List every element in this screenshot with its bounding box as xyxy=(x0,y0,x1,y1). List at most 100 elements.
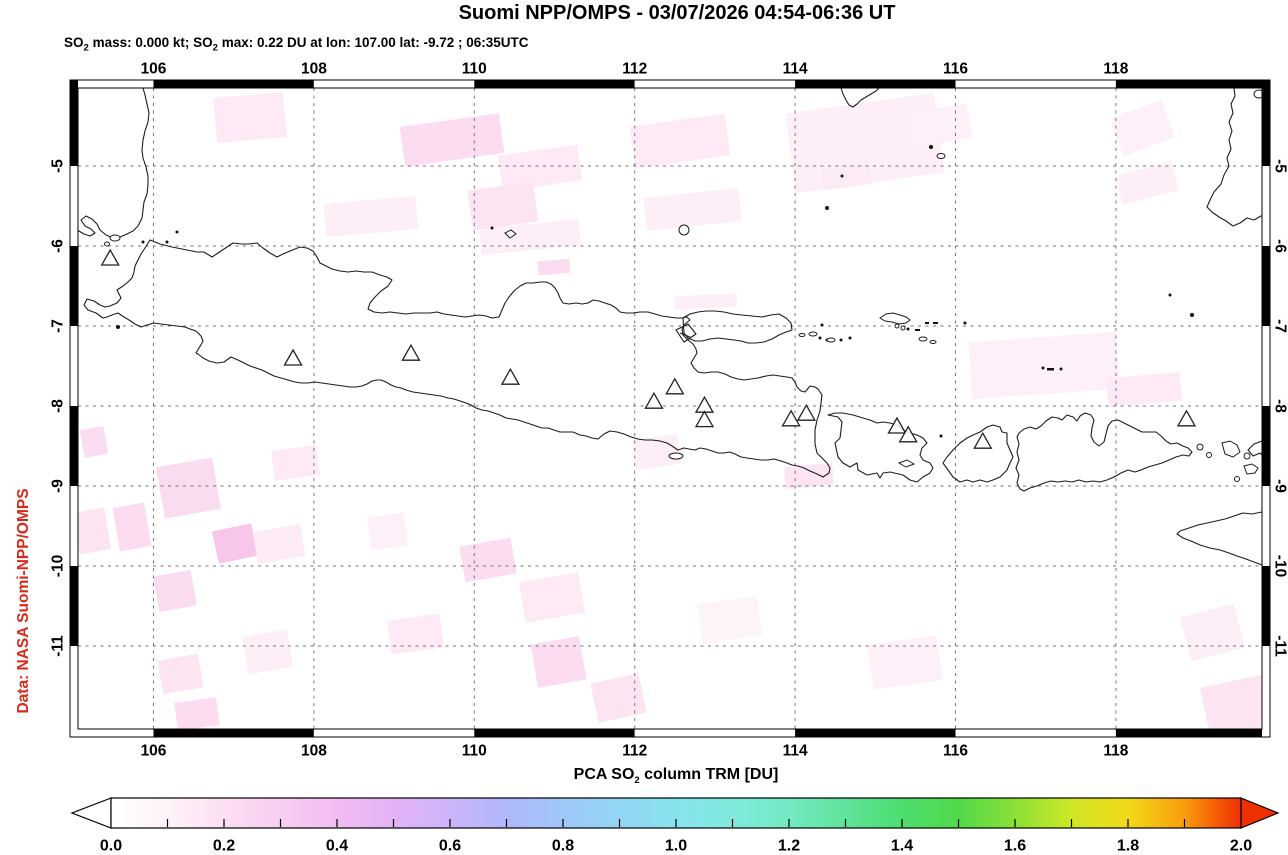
island xyxy=(915,329,920,331)
colorbar-tick-label: 0.4 xyxy=(326,838,348,855)
so2-footprint-patch xyxy=(1115,161,1179,205)
island xyxy=(141,240,145,244)
latitude-label-right: -5 xyxy=(1272,159,1288,173)
volcano-marker xyxy=(973,431,993,449)
latitude-label-right: -6 xyxy=(1272,239,1288,253)
frame-segment-left xyxy=(70,326,78,406)
longitude-label-bottom: 118 xyxy=(1103,742,1128,759)
island xyxy=(894,323,900,329)
island xyxy=(1243,452,1251,460)
longitude-label-top: 118 xyxy=(1103,60,1128,77)
frame-segment-left xyxy=(70,166,78,246)
island xyxy=(820,323,824,327)
latitude-label-left: -6 xyxy=(49,239,66,253)
frame-segment-top xyxy=(634,80,796,88)
frame-segment-top xyxy=(1115,80,1270,88)
volcano-marker-layer xyxy=(100,248,1197,449)
island xyxy=(1059,367,1063,371)
island xyxy=(933,322,938,324)
colorbar-title-part: PCA SO xyxy=(573,766,635,783)
longitude-label-top: 108 xyxy=(301,60,327,77)
island xyxy=(925,322,929,324)
island xyxy=(668,452,684,460)
so2-footprint-patch xyxy=(213,92,287,143)
axis-labels: 106 106 108 108 110 110 112 112 114 114 116 116 118 1… xyxy=(49,60,1288,759)
frame-segment-bottom xyxy=(634,729,796,737)
island xyxy=(1190,313,1194,317)
surabaya-strait-mark xyxy=(675,323,697,343)
colorbar-tick-label: 0.6 xyxy=(439,838,461,855)
subtitle-subscript: 2 xyxy=(212,42,218,54)
latitude-label-left: -11 xyxy=(49,635,66,657)
frame-segment-top xyxy=(70,80,154,88)
so2-footprint-patch xyxy=(112,502,152,552)
frame-segment-left xyxy=(70,80,78,166)
frame-segment-bottom xyxy=(313,729,475,737)
frame-segment-bottom xyxy=(474,729,635,737)
longitude-label-bottom: 114 xyxy=(783,742,808,759)
subtitle-subscript: 2 xyxy=(83,42,89,54)
colorbar-tick-label: 2.0 xyxy=(1230,838,1252,855)
island xyxy=(939,434,943,438)
island xyxy=(165,240,169,244)
latitude-label-right: -11 xyxy=(1272,635,1288,657)
so2-footprint-patch xyxy=(212,523,258,564)
frame-segment-top xyxy=(313,80,475,88)
island xyxy=(116,325,120,329)
so2-footprint-patch xyxy=(629,113,731,169)
latitude-label-left: -5 xyxy=(49,159,66,173)
frame-segment-top xyxy=(955,80,1116,88)
so2-footprint-patch xyxy=(1200,673,1262,729)
frame-segment-bottom xyxy=(70,729,154,737)
so2-footprint-patch xyxy=(1180,603,1245,662)
island xyxy=(906,327,910,331)
frame-segment-bottom xyxy=(795,729,956,737)
so2-summary-line: SO2 mass: 0.000 kt; SO2 max: 0.22 DU at … xyxy=(64,35,529,54)
so2-footprint-patch xyxy=(252,524,306,564)
frame-segment-top xyxy=(474,80,635,88)
so2-footprint-patch xyxy=(643,188,742,231)
so2-footprint-patch xyxy=(478,218,582,256)
so2-footprint-patch xyxy=(271,445,320,481)
colorbar: 0.0 0.2 0.4 0.6 0.8 1.0 1.2 1.4 1.6 1.8 2.0 xyxy=(70,797,1280,855)
island xyxy=(1041,366,1045,370)
island xyxy=(175,230,179,234)
volcano-marker xyxy=(100,248,120,266)
coastline-bali xyxy=(827,412,934,483)
map-frame xyxy=(70,80,1270,737)
so2-footprint-patch xyxy=(1109,99,1176,157)
island xyxy=(848,336,852,340)
so2-footprint-patch xyxy=(697,596,763,644)
latitude-label-right: -9 xyxy=(1272,479,1288,493)
island xyxy=(936,153,946,159)
colorbar-tick-label: 1.0 xyxy=(665,838,687,855)
coastline-sumba xyxy=(1176,511,1262,566)
frame-segment-bottom xyxy=(1115,729,1270,737)
frame-segment-right xyxy=(1262,646,1270,737)
volcano-marker xyxy=(898,425,918,443)
volcano-marker xyxy=(781,409,801,427)
frame-segment-bottom xyxy=(955,729,1116,737)
latitude-label-left: -7 xyxy=(49,319,66,333)
colorbar-tick-label: 0.2 xyxy=(213,838,235,855)
so2-footprint-patch xyxy=(242,629,293,675)
frame-segment-right xyxy=(1262,166,1270,246)
colorbar-tick-label: 0.0 xyxy=(100,838,122,855)
latitude-label-right: -7 xyxy=(1272,319,1288,333)
frame-segment-top xyxy=(795,80,956,88)
latitude-label-left: -8 xyxy=(49,399,66,413)
island xyxy=(504,229,517,239)
longitude-label-top: 110 xyxy=(462,60,487,77)
coastline-lombok xyxy=(942,424,1014,483)
longitude-label-top: 116 xyxy=(943,60,968,77)
frame-segment-left xyxy=(70,246,78,326)
island xyxy=(1047,368,1054,371)
subtitle-part: mass: 0.000 kt; SO xyxy=(88,35,213,50)
so2-footprint-patch xyxy=(518,572,586,623)
coastline-sumbawa xyxy=(1015,412,1193,492)
island xyxy=(1234,476,1240,482)
coastline-layer xyxy=(78,88,1262,566)
island xyxy=(840,174,844,178)
